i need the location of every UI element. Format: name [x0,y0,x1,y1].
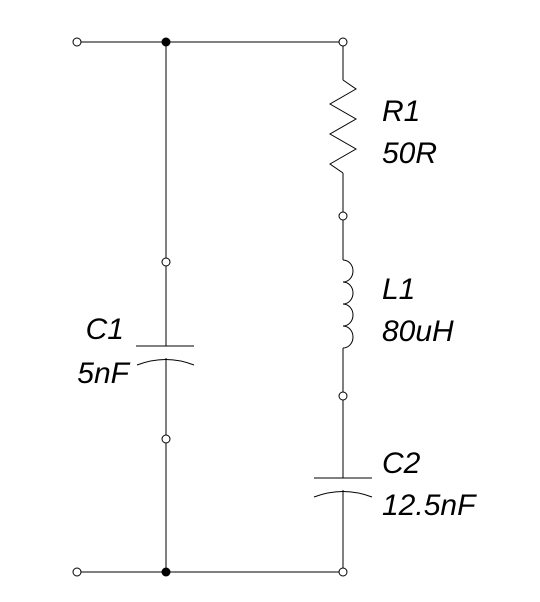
c1-branch: C1 5nF [77,42,195,572]
bottom-right-terminal [338,567,348,577]
bottom-rail [72,567,348,577]
c1-value: 5nF [77,357,130,390]
bottom-left-terminal [72,567,82,577]
c1-bottom-pin [161,434,171,444]
top-right-terminal [338,37,348,47]
c1-designator: C1 [86,313,124,346]
l1-coil [342,259,354,349]
c2-value: 12.5nF [382,489,477,522]
series-branch: R1 50R L1 80uH C2 12.5nF [313,46,477,568]
r1-l1-node [338,211,348,221]
r1-value: 50R [382,137,437,170]
top-rail [72,37,348,47]
l1-value: 80uH [382,315,454,348]
r1-zigzag [328,79,358,174]
r1-designator: R1 [382,95,420,128]
c1-top-pin [161,257,171,267]
l1-c2-node [338,391,348,401]
l1-designator: L1 [382,273,415,306]
c2-designator: C2 [382,447,421,480]
top-left-terminal [72,37,82,47]
